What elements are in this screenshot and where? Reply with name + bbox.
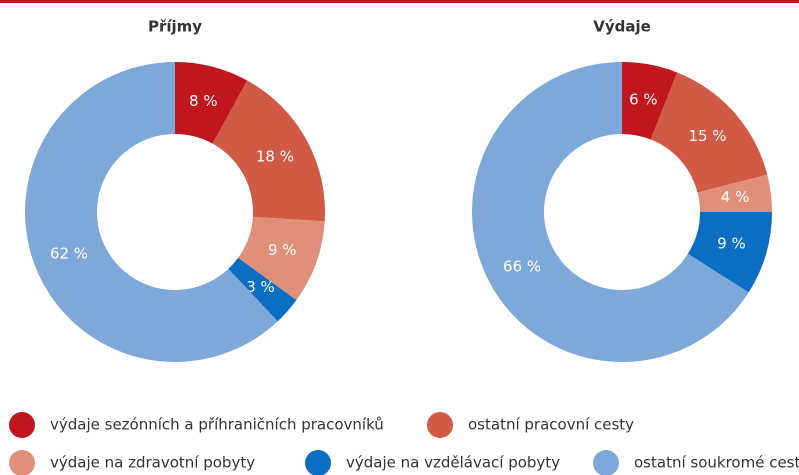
donut-slice (650, 72, 768, 193)
value-label: 3 % (246, 278, 275, 296)
value-label: 6 % (629, 91, 658, 109)
legend-label: výdaje sezónních a příhraničních pracovn… (50, 416, 384, 434)
donut-slice (687, 212, 772, 293)
value-label: 15 % (688, 127, 726, 145)
legend-swatch (593, 450, 619, 475)
value-label: 66 % (503, 257, 541, 275)
donut-slice (175, 62, 248, 144)
value-label: 62 % (50, 244, 88, 262)
top-rule (0, 0, 799, 3)
donut-slice (471, 61, 749, 362)
legend-swatch (9, 450, 35, 475)
legend-label: ostatní soukromé cesty (634, 454, 799, 472)
donut-slice (24, 62, 278, 362)
value-label: 9 % (717, 234, 746, 252)
chart-title: Výdaje (593, 18, 651, 36)
legend-swatch (305, 450, 331, 475)
value-label: 18 % (256, 148, 294, 166)
donut-slice (697, 174, 772, 212)
legend-label: výdaje na vzdělávací pobyty (346, 454, 560, 472)
donut-slice (238, 216, 325, 301)
value-label: 4 % (721, 188, 750, 206)
value-label: 9 % (268, 241, 297, 259)
chart-title: Příjmy (148, 18, 202, 36)
legend-swatch (9, 412, 35, 438)
donut-slice (212, 80, 325, 222)
value-label: 8 % (189, 92, 218, 110)
donut-slice (622, 62, 678, 140)
legend-swatch (427, 412, 453, 438)
legend-label: ostatní pracovní cesty (468, 416, 634, 434)
donut-slice (228, 257, 297, 322)
legend-label: výdaje na zdravotní pobyty (50, 454, 255, 472)
